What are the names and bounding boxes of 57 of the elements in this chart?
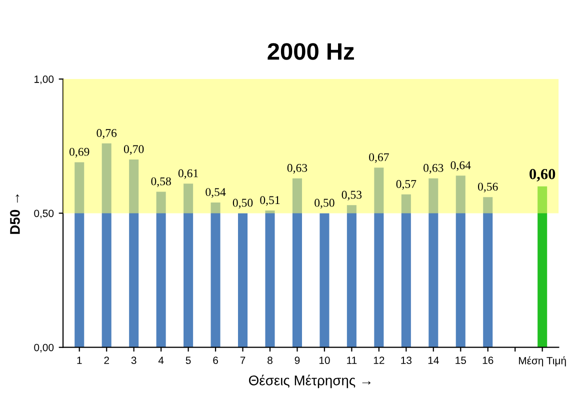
data-label: 0,70	[124, 145, 144, 155]
bar	[238, 213, 248, 348]
y-tick-label: 1,00	[34, 76, 54, 84]
x-tick-label: 9	[294, 356, 300, 364]
data-label: 0,53	[342, 190, 362, 200]
data-label: 0,64	[450, 161, 471, 171]
x-tick-label: 4	[158, 356, 164, 364]
x-tick-label: 6	[213, 356, 218, 364]
x-tick-label: 15	[456, 356, 466, 364]
data-label: 0,54	[206, 188, 226, 198]
x-tick-label: Μέση Τιμή	[519, 356, 566, 366]
y-tick-label: 0,50	[34, 210, 54, 218]
bar	[292, 178, 302, 348]
x-tick-label: 12	[374, 356, 384, 364]
y-axis-title: D50 →	[10, 194, 20, 234]
bar	[102, 143, 112, 348]
bar	[210, 202, 220, 348]
data-label: 0,63	[424, 164, 444, 174]
data-label: 0,76	[96, 129, 117, 139]
x-tick-label: 5	[186, 356, 191, 364]
x-tick-label: 3	[131, 356, 136, 364]
data-label: 0,60	[530, 168, 556, 182]
data-label: 0,67	[369, 153, 389, 163]
data-label: 0,69	[69, 148, 90, 158]
data-label: 0,50	[232, 198, 253, 208]
bar	[456, 176, 466, 348]
bar	[320, 213, 330, 348]
x-tick-label: 8	[268, 356, 272, 364]
bar	[74, 162, 84, 348]
x-tick-label: 14	[428, 356, 439, 364]
data-label: 0,58	[151, 177, 171, 188]
bar	[156, 192, 166, 348]
bar	[346, 205, 356, 348]
bar	[374, 168, 384, 348]
bar	[129, 160, 139, 348]
bar	[538, 186, 548, 348]
x-tick-label: 7	[240, 356, 246, 364]
y-tick-label: 0,00	[34, 344, 54, 352]
data-label: 0,56	[478, 182, 498, 192]
x-axis-title: Θέσεις Μέτρησης →	[249, 374, 371, 388]
x-tick-label: 11	[347, 356, 357, 364]
x-tick-label: 16	[482, 356, 494, 364]
x-tick-label: 10	[319, 356, 330, 364]
x-tick-label: 1	[77, 356, 82, 364]
bar	[401, 194, 411, 348]
x-tick-label: 2	[104, 356, 109, 364]
bar	[428, 178, 438, 348]
chart-title: 2000 Hz	[268, 43, 354, 60]
data-label: 0,63	[287, 164, 308, 174]
data-label: 0,57	[396, 180, 416, 190]
data-label: 0,50	[314, 198, 334, 208]
bar	[184, 184, 194, 348]
data-label: 0,51	[260, 196, 280, 206]
bar	[265, 210, 275, 348]
x-tick-label: 13	[401, 356, 412, 364]
bar	[483, 197, 493, 348]
data-label: 0,61	[178, 169, 198, 179]
